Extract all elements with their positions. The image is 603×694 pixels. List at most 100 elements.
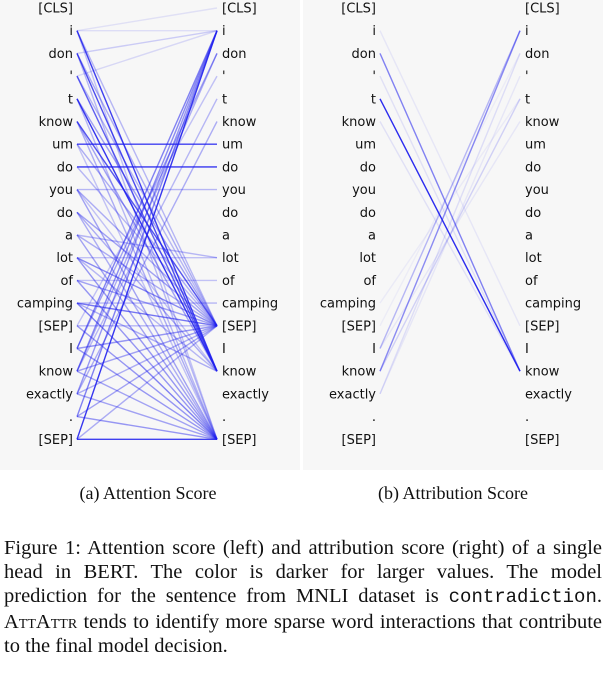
source-token: do — [57, 206, 73, 221]
attention-edge — [76, 257, 218, 440]
attention-edge — [76, 302, 218, 327]
attribution-edge — [379, 53, 521, 395]
source-token: lot — [56, 251, 73, 266]
source-token: know — [39, 115, 74, 130]
target-token: you — [525, 183, 549, 198]
attribution-edge — [379, 121, 521, 372]
attention-edge — [76, 325, 218, 350]
source-token: t — [68, 92, 73, 107]
attention-edge — [76, 121, 218, 440]
target-token: i — [525, 24, 529, 39]
attention-edge — [76, 53, 218, 372]
target-token: know — [222, 365, 257, 380]
target-token: um — [525, 138, 546, 153]
target-token: [CLS] — [222, 2, 257, 17]
attribution-edge — [379, 75, 521, 395]
attribution-edge — [379, 53, 521, 327]
attribution-edge — [379, 121, 521, 349]
target-token: do — [222, 206, 238, 221]
attention-panel: [CLS] [CLS] i i don don ' ' t t know know um um do do yo… — [0, 0, 300, 470]
source-token: . — [69, 410, 73, 425]
source-token: . — [372, 410, 376, 425]
attribution-panel: [CLS] [CLS] i i don don ' ' t t know know um um do do yo… — [303, 0, 603, 470]
attention-edge — [76, 166, 218, 327]
attribution-edge — [379, 30, 521, 349]
attention-edge — [76, 189, 218, 372]
target-token: lot — [222, 251, 239, 266]
source-token: camping — [17, 297, 73, 312]
target-token: lot — [525, 251, 542, 266]
target-token: don — [525, 47, 549, 62]
attention-edge — [76, 211, 218, 327]
target-token: know — [222, 115, 257, 130]
attention-edge — [76, 234, 218, 259]
target-token: exactly — [525, 387, 572, 402]
attention-edge — [76, 279, 218, 327]
target-token: I — [222, 342, 226, 357]
attribution-edge — [379, 75, 521, 372]
target-token: ' — [525, 70, 529, 85]
attention-edge — [76, 234, 218, 327]
target-token: exactly — [222, 387, 269, 402]
attribution-edge — [379, 30, 521, 327]
attention-edge — [76, 53, 218, 372]
source-token: of — [60, 274, 73, 289]
target-token: . — [222, 410, 226, 425]
target-token: [CLS] — [525, 2, 560, 17]
attention-edge — [76, 53, 218, 440]
target-token: um — [222, 138, 243, 153]
source-token: um — [52, 138, 73, 153]
target-token: a — [525, 229, 533, 244]
source-token: know — [342, 365, 377, 380]
attention-edge — [76, 30, 218, 372]
source-token: [CLS] — [341, 2, 376, 17]
attribution-edge — [379, 53, 521, 372]
attention-edge — [76, 347, 218, 440]
attention-edge — [76, 121, 218, 395]
caption-text-1: Figure 1: Attention score (left) and att… — [4, 537, 602, 608]
source-token: [SEP] — [342, 319, 376, 334]
target-token: do — [525, 160, 541, 175]
caption-text-3: tends to identify more sparse word inter… — [4, 610, 602, 657]
source-token: a — [368, 229, 376, 244]
source-token: [SEP] — [342, 433, 376, 448]
source-token: t — [371, 92, 376, 107]
attention-edge — [76, 325, 218, 440]
target-token: i — [222, 24, 226, 39]
attention-edge — [76, 325, 218, 418]
attention-edge — [76, 121, 218, 372]
attention-edge — [76, 30, 218, 417]
source-token: camping — [320, 297, 376, 312]
target-token: camping — [222, 297, 278, 312]
source-token: do — [57, 160, 73, 175]
source-token: know — [39, 365, 74, 380]
target-token: you — [222, 183, 246, 198]
source-token: [SEP] — [39, 433, 73, 448]
source-token: don — [352, 47, 376, 62]
source-token: you — [352, 183, 376, 198]
caption-text-2: . — [596, 585, 602, 608]
source-token: exactly — [26, 387, 73, 402]
source-token: a — [65, 229, 73, 244]
target-token: do — [222, 160, 238, 175]
subcaption-attribution: (b) Attribution Score — [378, 483, 528, 503]
caption-method-name: AttAttr — [4, 610, 78, 633]
source-token: you — [49, 183, 73, 198]
subcaption-attention: (a) Attention Score — [79, 483, 217, 503]
attention-edge — [76, 30, 218, 395]
source-token: I — [69, 342, 73, 357]
source-token: ' — [372, 70, 376, 85]
attention-edge — [76, 30, 218, 55]
attention-edge — [76, 325, 218, 395]
target-token: camping — [525, 297, 581, 312]
target-token: of — [525, 274, 538, 289]
source-token: [SEP] — [39, 319, 73, 334]
target-token: don — [222, 47, 246, 62]
source-token: lot — [359, 251, 376, 266]
attention-diagram: [CLS] [CLS] i i don don ' ' t t know know um um do do yo… — [17, 2, 278, 448]
target-token: t — [222, 92, 227, 107]
attention-edge — [76, 211, 218, 440]
caption-code: contradiction — [448, 586, 597, 609]
target-token: [SEP] — [525, 319, 559, 334]
target-token: [SEP] — [222, 433, 256, 448]
